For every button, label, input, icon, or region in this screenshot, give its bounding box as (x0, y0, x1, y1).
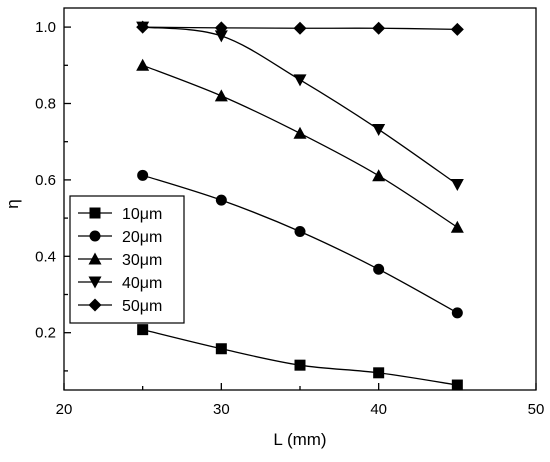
data-point-s2-p4 (373, 263, 385, 275)
x-axis-title: L (mm) (273, 430, 326, 449)
y-tick-label: 0.8 (35, 96, 56, 113)
data-point-s3-p3 (293, 126, 307, 139)
legend-label-4: 40μm (122, 275, 162, 292)
data-point-s4-p4 (372, 123, 386, 136)
data-point-s1-p2 (215, 343, 227, 355)
data-point-s4-p3 (293, 74, 307, 87)
data-point-s4-p5 (450, 178, 464, 191)
axes: 20 30 40 50 0.2 0.4 0.6 0.8 1.0 (35, 7, 545, 418)
x-tick-label: 20 (56, 401, 73, 418)
series-line-3 (142, 64, 458, 228)
legend-marker-3 (88, 252, 102, 265)
legend-box (69, 195, 185, 324)
legend-marker-2 (89, 230, 101, 242)
data-point-s3-p1 (136, 58, 150, 71)
data-point-s5-p2 (214, 21, 228, 35)
data-point-s3-p5 (450, 220, 464, 233)
data-point-s1-p1 (137, 324, 149, 336)
x-tick-label: 40 (370, 401, 387, 418)
legend-label-2: 20μm (122, 229, 162, 246)
legend-marker-4 (88, 276, 102, 289)
y-tick-label: 1.0 (35, 19, 56, 36)
data-point-s5-p3 (293, 21, 307, 35)
data-point-s4-p2 (214, 30, 228, 43)
y-tick-label: 0.4 (35, 248, 56, 265)
y-tick-label: 0.6 (35, 172, 56, 189)
data-point-s2-p5 (451, 307, 463, 319)
data-point-s2-p2 (215, 194, 227, 206)
x-tick-label: 50 (528, 401, 545, 418)
series-markers (136, 20, 464, 391)
data-point-s5-p4 (372, 21, 386, 35)
series-line-1 (142, 329, 458, 386)
data-point-s1-p5 (451, 379, 463, 391)
data-point-s2-p1 (137, 169, 149, 181)
legend-label-3: 30μm (122, 252, 162, 269)
x-tick-label: 30 (213, 401, 230, 418)
legend-marker-5 (88, 298, 102, 312)
legend-label-1: 10μm (122, 206, 162, 223)
legend-label-5: 50μm (122, 298, 162, 315)
data-point-s1-p3 (294, 359, 306, 371)
data-point-s5-p5 (450, 22, 464, 36)
y-tick-label: 0.2 (35, 325, 56, 342)
legend-marker-1 (89, 207, 101, 219)
legend: 10μm 20μm 30μm 40μm 50μm (69, 195, 185, 324)
data-point-s5-p1 (136, 20, 150, 34)
data-point-s3-p4 (372, 169, 386, 182)
data-point-s3-p2 (214, 89, 228, 102)
data-point-s2-p3 (294, 225, 306, 237)
data-point-s1-p4 (373, 367, 385, 379)
y-axis-title: η (3, 199, 22, 208)
series-line-4 (142, 26, 458, 186)
